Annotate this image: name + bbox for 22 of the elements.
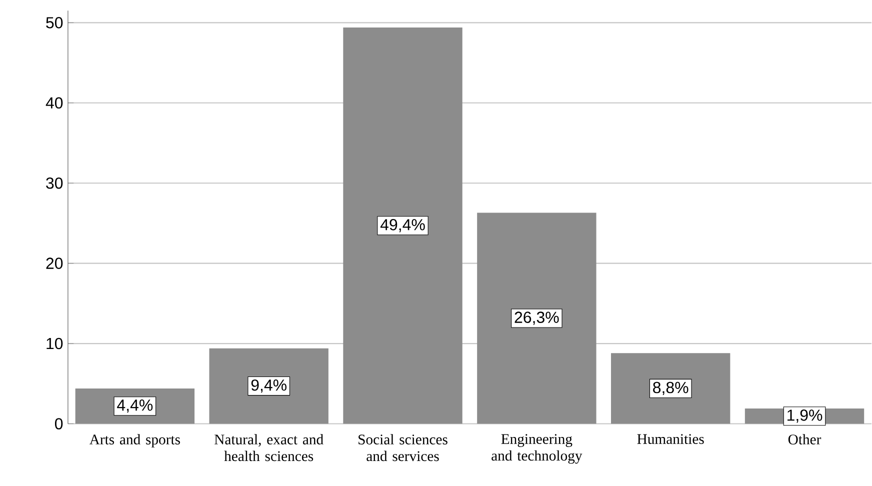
- bar: [477, 212, 596, 424]
- x-tick-label: Humanities: [637, 434, 704, 444]
- data-label: 26,3%: [514, 312, 559, 326]
- data-label: 9,4%: [251, 380, 286, 393]
- x-tick-label: Natural, exact and health sciences: [214, 434, 324, 462]
- y-tick-label: 20: [46, 258, 63, 270]
- x-tick-label: Arts and sports: [89, 434, 180, 448]
- data-label: 1,9%: [788, 410, 822, 423]
- y-tick-label: 30: [46, 178, 63, 189]
- y-tick-label: 10: [46, 338, 63, 350]
- y-tick-label: 0: [54, 418, 63, 430]
- y-tick-label: 40: [46, 97, 63, 109]
- data-label: 4,4%: [117, 400, 153, 413]
- x-tick-label: Engineering and technology: [492, 434, 582, 464]
- data-label: 49,4%: [380, 219, 425, 232]
- x-tick-label: Other: [788, 434, 822, 445]
- x-tick-label: Social sciences and services: [358, 434, 448, 462]
- bar: [611, 353, 730, 424]
- data-label: 8,8%: [653, 382, 688, 396]
- y-tick-label: 50: [46, 17, 63, 28]
- bar: [209, 348, 328, 424]
- bar: [343, 28, 462, 424]
